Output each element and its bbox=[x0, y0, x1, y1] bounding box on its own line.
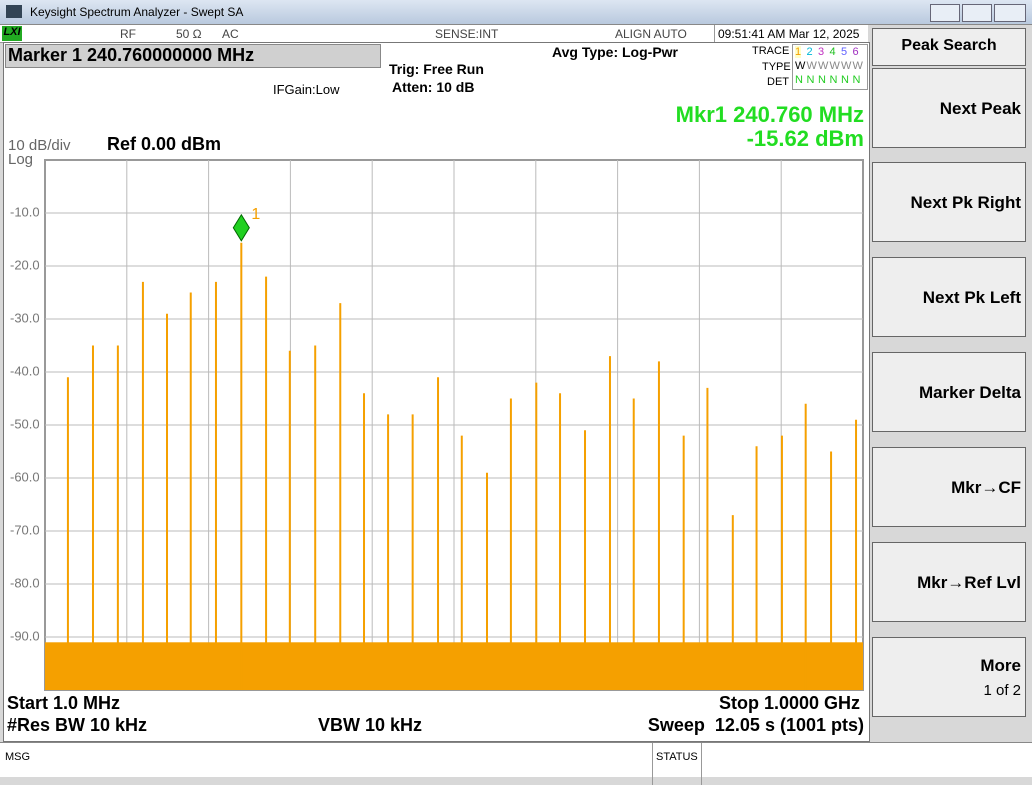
marker-frequency: Mkr1 240.760 MHz bbox=[675, 102, 864, 127]
datetime: 09:51:41 AM Mar 12, 2025 bbox=[714, 25, 870, 43]
y-tick-label: -40.0 bbox=[10, 363, 40, 378]
spectrum-chart: -10.0 -20.0 -30.0 -40.0 -50.0 -60.0 -70.0 -80.0… bbox=[10, 159, 864, 691]
y-tick-label: -30.0 bbox=[10, 310, 40, 325]
trace-detector: N bbox=[806, 74, 815, 86]
marker-label: 1 bbox=[251, 206, 260, 223]
trace-detector: N bbox=[829, 74, 838, 86]
trace-number: 2 bbox=[806, 46, 813, 58]
title-bar: Keysight Spectrum Analyzer - Swept SA bbox=[0, 0, 1032, 25]
softkey-label: Next Peak bbox=[939, 99, 1021, 118]
softkey-label: Mkr→Ref Lvl bbox=[917, 573, 1021, 592]
y-tick-label: -80.0 bbox=[10, 575, 40, 590]
softkey-button[interactable]: Mkr→CF bbox=[872, 447, 1026, 527]
reference-level: Ref 0.00 dBm bbox=[107, 134, 222, 154]
app-icon bbox=[6, 5, 22, 18]
trace-type: W bbox=[806, 60, 817, 72]
resolution-bandwidth: #Res BW 10 kHz bbox=[7, 715, 148, 735]
trace-number: 1 bbox=[795, 46, 802, 58]
y-tick-label: -20.0 bbox=[10, 257, 40, 272]
trace-detector: N bbox=[852, 74, 861, 86]
start-frequency: Start 1.0 MHz bbox=[7, 693, 121, 713]
sense-label: SENSE:INT bbox=[435, 27, 499, 41]
video-bandwidth: VBW 10 kHz bbox=[318, 715, 423, 735]
marker-title[interactable]: Marker 1 240.760000000 MHz bbox=[5, 44, 381, 68]
trace-type: W bbox=[795, 60, 806, 72]
minimize-button[interactable] bbox=[930, 4, 960, 22]
atten: Atten: 10 dB bbox=[392, 79, 475, 95]
align-label: ALIGN AUTO bbox=[615, 27, 687, 41]
softkey-menu-title: Peak Search bbox=[872, 28, 1026, 66]
softkey-label: Next Pk Right bbox=[910, 193, 1021, 212]
softkey-label: More bbox=[980, 656, 1021, 675]
trace-type: W bbox=[829, 60, 840, 72]
marker-diamond bbox=[232, 213, 250, 242]
trace-number: 6 bbox=[852, 46, 859, 58]
trace-detector: N bbox=[795, 74, 803, 86]
softkey-label: Marker Delta bbox=[918, 383, 1021, 402]
trace-label: TRACE bbox=[752, 45, 790, 57]
scale-type: Log bbox=[8, 151, 34, 168]
trace-detector: N bbox=[818, 74, 826, 86]
lxi-logo: LXI bbox=[2, 26, 22, 41]
stop-frequency: Stop 1.0000 GHz bbox=[718, 693, 860, 713]
trace-number: 5 bbox=[841, 46, 848, 58]
trace-type: W bbox=[841, 60, 852, 72]
trace-type: W bbox=[852, 60, 863, 72]
softkey-label: Next Pk Left bbox=[922, 288, 1021, 307]
type-label: TYPE bbox=[762, 61, 791, 73]
rf-label: RF bbox=[120, 27, 136, 41]
softkey-label: Mkr→CF bbox=[951, 478, 1021, 497]
coupling-label: AC bbox=[222, 27, 239, 41]
softkey-button[interactable]: Mkr→Ref Lvl bbox=[872, 542, 1026, 622]
maximize-button[interactable] bbox=[962, 4, 992, 22]
det-label: DET bbox=[767, 76, 789, 88]
sweep-time: Sweep 12.05 s (1001 pts) bbox=[647, 715, 864, 735]
y-tick-label: -60.0 bbox=[10, 469, 40, 484]
close-button[interactable] bbox=[994, 4, 1026, 22]
scale: 10 dB/div bbox=[8, 137, 71, 154]
window-title: Keysight Spectrum Analyzer - Swept SA bbox=[30, 5, 244, 19]
softkey-button[interactable]: Next Pk Left bbox=[872, 257, 1026, 337]
message-bar: MSG STATUS bbox=[0, 742, 1032, 785]
y-tick-label: -70.0 bbox=[10, 522, 40, 537]
ifgain: IFGain:Low bbox=[273, 82, 340, 97]
marker-amplitude: -15.62 dBm bbox=[746, 126, 864, 151]
impedance-label: 50 Ω bbox=[176, 27, 202, 41]
y-tick-label: -90.0 bbox=[10, 628, 40, 643]
trace-number: 4 bbox=[829, 46, 836, 58]
softkey-sublabel: 1 of 2 bbox=[983, 682, 1021, 699]
softkey-button[interactable]: Marker Delta bbox=[872, 352, 1026, 432]
trace-number: 3 bbox=[818, 46, 825, 58]
avg-type: Avg Type: Log-Pwr bbox=[552, 44, 678, 60]
status-label: STATUS bbox=[652, 743, 702, 785]
softkey-button[interactable]: More 1 of 2 bbox=[872, 637, 1026, 717]
y-tick-label: -50.0 bbox=[10, 416, 40, 431]
noise-floor bbox=[45, 642, 863, 690]
trace-detector: N bbox=[841, 74, 849, 86]
softkey-button[interactable]: Next Pk Right bbox=[872, 162, 1026, 242]
trace-type: W bbox=[818, 60, 829, 72]
softkey-button[interactable]: Next Peak bbox=[872, 68, 1026, 148]
trig: Trig: Free Run bbox=[389, 61, 484, 77]
y-tick-label: -10.0 bbox=[10, 204, 40, 219]
msg-label: MSG bbox=[5, 751, 31, 763]
